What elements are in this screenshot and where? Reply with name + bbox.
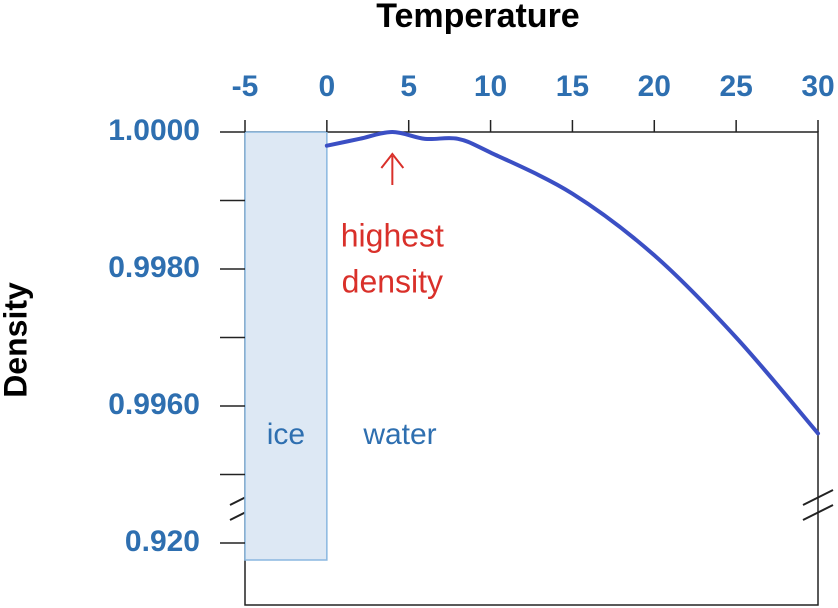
y-tick-label: 1.0000	[108, 114, 200, 147]
series-label: water	[362, 418, 436, 451]
ice-region	[244, 131, 328, 561]
x-tick-label: 5	[400, 70, 417, 103]
y-tick-label: 0.9960	[108, 388, 200, 421]
y-axis-label: Density	[0, 282, 33, 398]
density-curve	[324, 129, 820, 436]
y-tick-label: 0.9980	[108, 251, 200, 284]
x-tick-label: 15	[556, 70, 589, 103]
annotation-text: density	[342, 263, 443, 299]
x-tick-label: 0	[319, 70, 336, 103]
region-label: ice	[267, 418, 305, 451]
x-tick-label: -5	[232, 70, 259, 103]
x-tick-label: 25	[719, 70, 752, 103]
plot-frame	[244, 131, 819, 606]
x-tick-label: 30	[801, 70, 834, 103]
chart-title: Temperature	[376, 0, 579, 35]
annotation-arrowhead	[380, 152, 405, 169]
y-tick-label: 0.920	[125, 525, 200, 558]
x-tick-label: 10	[474, 70, 507, 103]
x-tick-label: 20	[638, 70, 671, 103]
annotation-text: highest	[341, 217, 444, 253]
